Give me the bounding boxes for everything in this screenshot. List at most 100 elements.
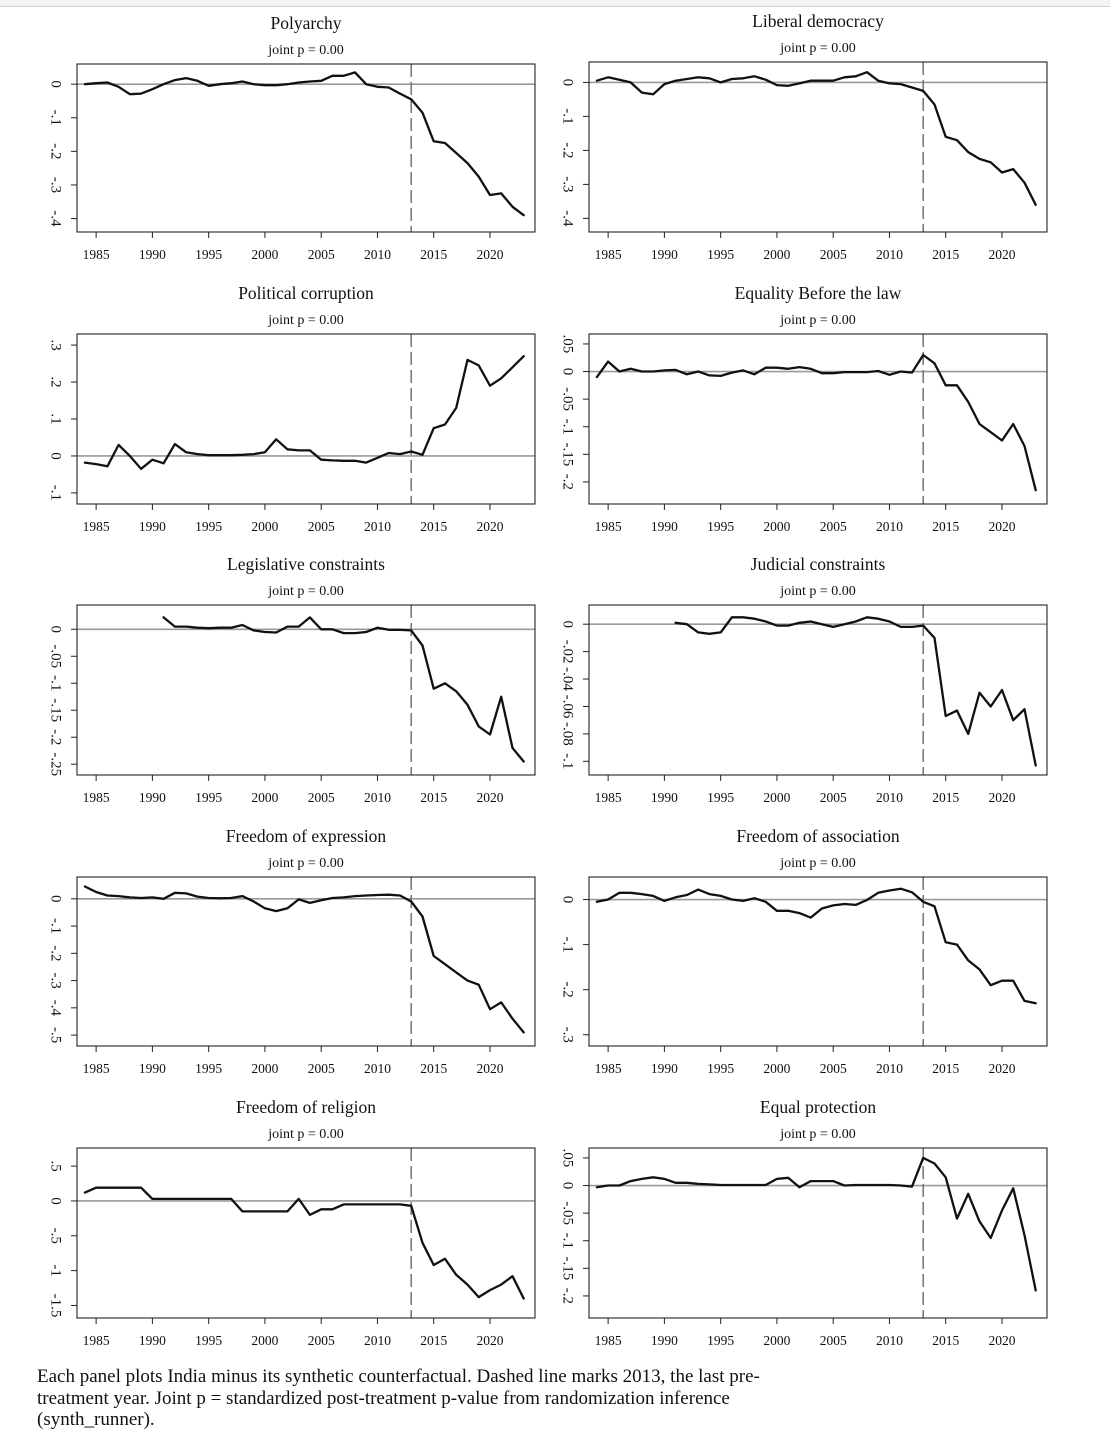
chart-subtitle: joint p = 0.00 xyxy=(267,856,344,871)
y-tick-label: -.4 xyxy=(560,210,576,227)
y-tick-label: 0 xyxy=(48,80,64,88)
x-tick-label: 2010 xyxy=(876,519,903,534)
y-tick-label: .1 xyxy=(48,413,64,424)
x-tick-label: 1985 xyxy=(595,519,622,534)
chart-subtitle: joint p = 0.00 xyxy=(779,584,856,599)
x-tick-label: 2020 xyxy=(476,1333,503,1348)
y-tick-label: .05 xyxy=(560,1149,576,1168)
x-tick-label: 2020 xyxy=(476,519,503,534)
x-tick-label: 2010 xyxy=(876,790,903,805)
chart-panel-9: Freedom of religion joint p = 0.00 1985 199… xyxy=(48,1097,536,1348)
plot-frame xyxy=(588,333,1048,505)
y-tick-label: -.2 xyxy=(48,143,64,159)
x-tick-label: 1995 xyxy=(707,790,734,805)
series-line xyxy=(162,616,525,763)
y-tick-label: -.2 xyxy=(560,142,576,158)
y-tick-label: -.1 xyxy=(560,108,576,124)
x-tick-label: 2005 xyxy=(308,790,335,805)
x-tick-label: 1990 xyxy=(139,1333,166,1348)
chart-subtitle: joint p = 0.00 xyxy=(779,41,856,56)
x-tick-label: 2015 xyxy=(420,790,447,805)
y-tick-label: -.5 xyxy=(48,1027,64,1043)
figure-caption: Each panel plots India minus its synthet… xyxy=(37,1366,760,1430)
y-tick-label: -.5 xyxy=(48,1228,64,1244)
plot-frame xyxy=(76,333,536,505)
y-tick-label: .5 xyxy=(48,1160,64,1171)
plot-frame xyxy=(76,876,536,1047)
x-tick-label: 2000 xyxy=(251,1333,278,1348)
series-line xyxy=(83,885,525,1034)
series-line xyxy=(83,71,525,217)
chart-title: Political corruption xyxy=(238,283,374,303)
x-tick-label: 2000 xyxy=(251,1061,278,1076)
y-tick-label: -.2 xyxy=(560,982,576,998)
y-tick-label: 0 xyxy=(560,620,576,628)
x-tick-label: 2000 xyxy=(763,790,790,805)
y-tick-label: 0 xyxy=(48,452,64,460)
x-tick-label: 1985 xyxy=(595,1333,622,1348)
y-tick-label: .05 xyxy=(560,335,576,354)
x-tick-label: 1990 xyxy=(651,790,678,805)
y-tick-label: -.15 xyxy=(560,442,576,466)
x-tick-label: 2015 xyxy=(932,247,959,262)
x-tick-label: 1990 xyxy=(651,519,678,534)
x-tick-label: 1985 xyxy=(83,790,110,805)
x-tick-label: 2000 xyxy=(251,247,278,262)
x-tick-label: 1995 xyxy=(707,247,734,262)
chart-panel-5: Legislative constraints joint p = 0.00 198… xyxy=(48,554,536,805)
y-tick-label: 0 xyxy=(560,79,576,87)
plot-frame xyxy=(76,604,536,776)
x-tick-label: 1990 xyxy=(139,519,166,534)
chart-panel-10: Equal protection joint p = 0.00 1985 1990 19… xyxy=(560,1097,1048,1348)
chart-title: Judicial constraints xyxy=(751,554,886,574)
y-tick-label: -.1 xyxy=(560,753,576,769)
x-tick-label: 1990 xyxy=(139,790,166,805)
y-tick-label: 0 xyxy=(560,368,576,376)
y-tick-label: -.3 xyxy=(560,176,576,192)
chart-panel-1: Polyarchy joint p = 0.00 1985 1990 1995 2000 2… xyxy=(48,13,536,262)
window-top-edge xyxy=(0,0,1110,7)
chart-subtitle: joint p = 0.00 xyxy=(267,313,344,328)
y-tick-label: -.3 xyxy=(560,1027,576,1043)
x-tick-label: 2015 xyxy=(932,1333,959,1348)
x-tick-label: 1995 xyxy=(707,1061,734,1076)
y-tick-label: -.15 xyxy=(48,698,64,722)
y-tick-label: -.08 xyxy=(560,722,576,746)
chart-title: Legislative constraints xyxy=(227,554,385,574)
x-tick-label: 1990 xyxy=(139,247,166,262)
y-tick-label: -.3 xyxy=(48,972,64,988)
y-tick-label: -.2 xyxy=(560,1288,576,1304)
chart-subtitle: joint p = 0.00 xyxy=(779,1127,856,1142)
x-tick-label: 2005 xyxy=(820,519,847,534)
x-tick-label: 2000 xyxy=(763,519,790,534)
x-tick-label: 2020 xyxy=(988,247,1015,262)
x-tick-label: 1995 xyxy=(195,790,222,805)
x-tick-label: 2000 xyxy=(251,790,278,805)
y-tick-label: -.1 xyxy=(48,918,64,934)
chart-subtitle: joint p = 0.00 xyxy=(267,1127,344,1142)
x-tick-label: 2020 xyxy=(988,519,1015,534)
chart-panel-4: Equality Before the law joint p = 0.00 198… xyxy=(560,283,1048,534)
x-tick-label: 2015 xyxy=(420,519,447,534)
chart-subtitle: joint p = 0.00 xyxy=(779,856,856,871)
y-tick-label: -.1 xyxy=(48,675,64,691)
plot-frame xyxy=(76,63,536,233)
small-multiples-figure: Polyarchy joint p = 0.00 1985 1990 1995 2000 2… xyxy=(48,11,1048,1348)
x-tick-label: 2000 xyxy=(763,247,790,262)
y-tick-label: -.04 xyxy=(560,667,576,691)
x-tick-label: 2005 xyxy=(308,1333,335,1348)
series-line xyxy=(595,887,1037,1005)
y-tick-label: 0 xyxy=(560,896,576,904)
x-tick-label: 2015 xyxy=(932,1061,959,1076)
y-tick-label: -.4 xyxy=(48,1000,64,1017)
series-line xyxy=(83,1186,525,1300)
chart-panel-2: Liberal democracy joint p = 0.00 1985 1990 1… xyxy=(560,11,1048,262)
x-tick-label: 2020 xyxy=(988,1061,1015,1076)
chart-subtitle: joint p = 0.00 xyxy=(267,584,344,599)
x-tick-label: 2000 xyxy=(763,1061,790,1076)
x-tick-label: 1985 xyxy=(595,790,622,805)
chart-title: Polyarchy xyxy=(271,13,342,33)
y-tick-label: -.05 xyxy=(48,644,64,668)
x-tick-label: 2020 xyxy=(476,247,503,262)
y-tick-label: -.05 xyxy=(560,387,576,411)
